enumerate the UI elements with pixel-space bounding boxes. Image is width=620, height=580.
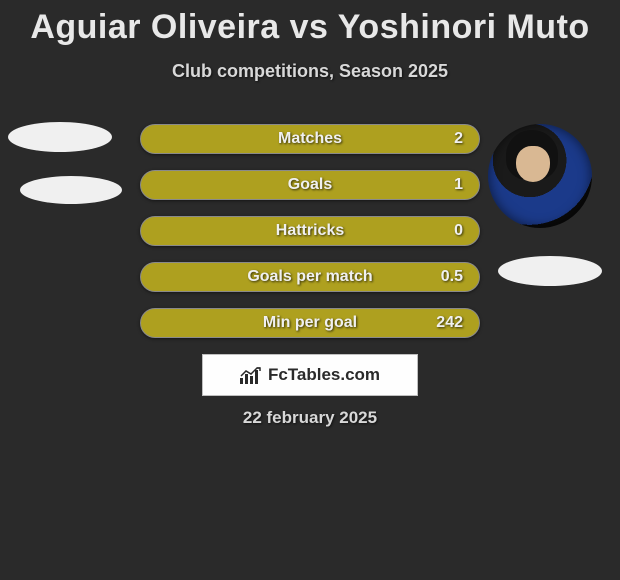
stat-bar: Goals 1: [140, 170, 480, 200]
player-left-name-placeholder: [20, 176, 122, 204]
stat-value: 0.5: [441, 268, 463, 286]
stats-list: Matches 2 Goals 1 Hattricks 0 Goals per match 0…: [140, 124, 480, 354]
stat-bar: Min per goal 242: [140, 308, 480, 338]
stat-value: 1: [454, 176, 463, 194]
page-title: Aguiar Oliveira vs Yoshinori Muto: [0, 0, 620, 47]
stat-value: 242: [436, 314, 463, 332]
stat-label: Goals per match: [247, 268, 372, 286]
stat-label: Hattricks: [276, 222, 344, 240]
subtitle: Club competitions, Season 2025: [0, 61, 620, 82]
brand-box: FcTables.com: [202, 354, 418, 396]
brand-text: FcTables.com: [268, 365, 380, 385]
player-right-photo: [488, 124, 592, 228]
stat-label: Goals: [288, 176, 332, 194]
player-left-photo-placeholder: [8, 122, 112, 152]
player-right-name-placeholder: [498, 256, 602, 286]
stat-value: 0: [454, 222, 463, 240]
stat-label: Matches: [278, 130, 342, 148]
date-text: 22 february 2025: [0, 408, 620, 428]
stat-bar: Goals per match 0.5: [140, 262, 480, 292]
stat-label: Min per goal: [263, 314, 357, 332]
brand-chart-icon: [240, 366, 262, 384]
stat-value: 2: [454, 130, 463, 148]
stat-bar: Hattricks 0: [140, 216, 480, 246]
stat-bar: Matches 2: [140, 124, 480, 154]
